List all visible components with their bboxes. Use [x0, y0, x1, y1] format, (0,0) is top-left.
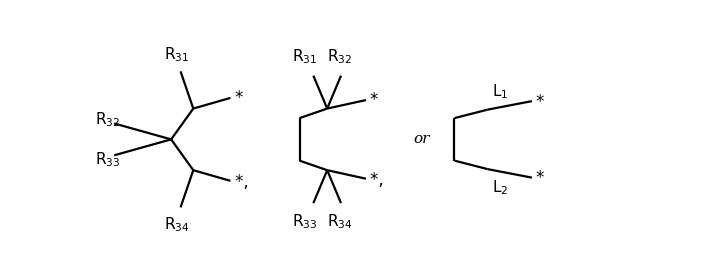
- Text: $\mathsf{R_{33}}$: $\mathsf{R_{33}}$: [292, 213, 318, 231]
- Text: *: *: [370, 91, 378, 109]
- Text: *,: *,: [370, 171, 389, 189]
- Text: $\mathsf{R_{34}}$: $\mathsf{R_{34}}$: [164, 215, 189, 233]
- Text: *: *: [235, 89, 243, 107]
- Text: or: or: [413, 132, 429, 146]
- Text: *: *: [536, 92, 544, 111]
- Text: $\mathsf{R_{33}}$: $\mathsf{R_{33}}$: [95, 150, 120, 169]
- Text: $\mathsf{R_{34}}$: $\mathsf{R_{34}}$: [326, 213, 352, 231]
- Text: $\mathsf{R_{31}}$: $\mathsf{R_{31}}$: [164, 45, 189, 64]
- Text: *,: *,: [235, 173, 253, 191]
- Text: $\mathsf{L_{2}}$: $\mathsf{L_{2}}$: [492, 179, 508, 197]
- Text: $\mathsf{R_{32}}$: $\mathsf{R_{32}}$: [327, 47, 352, 66]
- Text: $\mathsf{R_{32}}$: $\mathsf{R_{32}}$: [95, 110, 120, 129]
- Text: $\mathsf{L_{1}}$: $\mathsf{L_{1}}$: [492, 83, 508, 101]
- Text: *: *: [536, 169, 544, 187]
- Text: $\mathsf{R_{31}}$: $\mathsf{R_{31}}$: [293, 47, 318, 66]
